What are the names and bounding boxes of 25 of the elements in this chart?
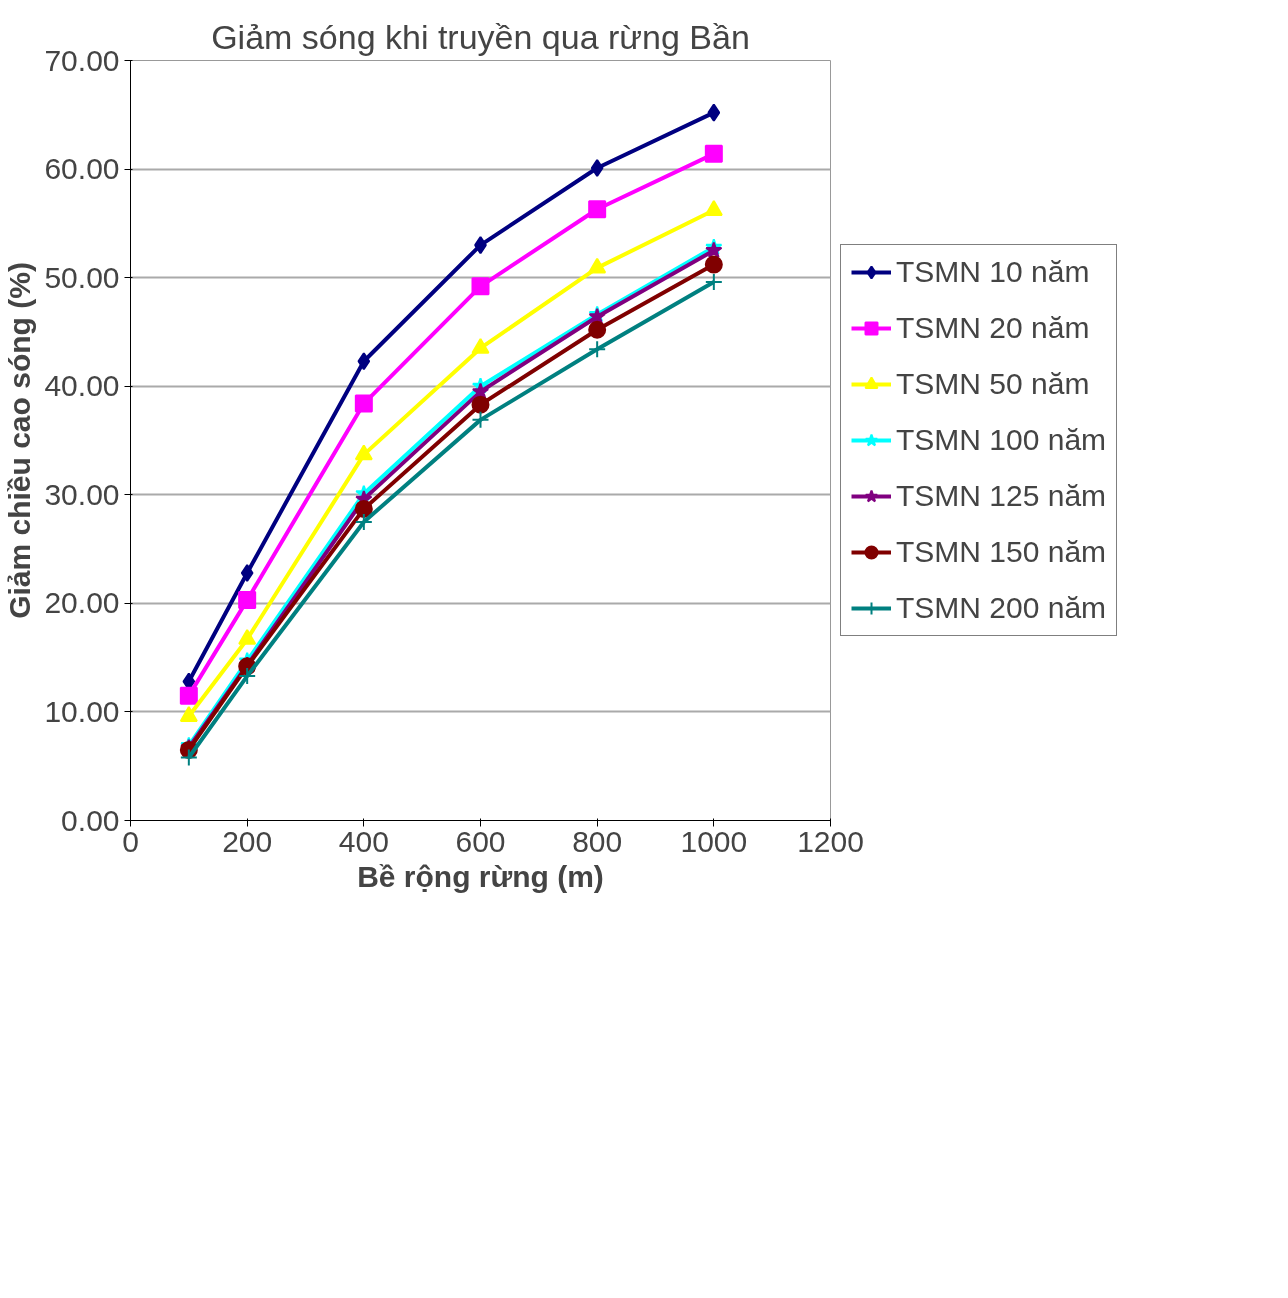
legend-label: TSMN 150 năm	[896, 535, 1107, 569]
x-axis-title: Bề rộng rừng (m)	[357, 859, 604, 893]
y-tick-label: 40.00	[44, 369, 120, 403]
chart-title: Giảm sóng khi truyền qua rừng Bần	[211, 17, 750, 56]
y-tick-label: 0.00	[61, 803, 120, 837]
y-axis-title: Giảm chiều cao sóng (%)	[3, 262, 37, 619]
legend-label: TSMN 100 năm	[896, 423, 1107, 457]
x-tick-label: 1000	[680, 824, 748, 858]
y-tick-label: 60.00	[44, 152, 120, 186]
x-tick-label: 200	[222, 824, 273, 858]
x-tick-label: 0	[122, 824, 139, 858]
legend-label: TSMN 200 năm	[896, 591, 1107, 625]
x-tick-label: 400	[338, 824, 389, 858]
y-tick-label: 10.00	[44, 694, 120, 728]
x-tick-label: 800	[572, 824, 623, 858]
y-tick-label: 20.00	[44, 586, 120, 620]
legend-label: TSMN 20 năm	[896, 311, 1090, 345]
x-tick-label: 600	[455, 824, 506, 858]
legend-label: TSMN 125 năm	[896, 479, 1107, 513]
y-tick-label: 30.00	[44, 477, 120, 511]
legend-label: TSMN 10 năm	[896, 255, 1090, 289]
legend-label: TSMN 50 năm	[896, 367, 1090, 401]
x-tick-label: 1200	[797, 824, 864, 858]
y-tick-label: 50.00	[44, 260, 120, 294]
y-tick-label: 70.00	[44, 43, 120, 77]
